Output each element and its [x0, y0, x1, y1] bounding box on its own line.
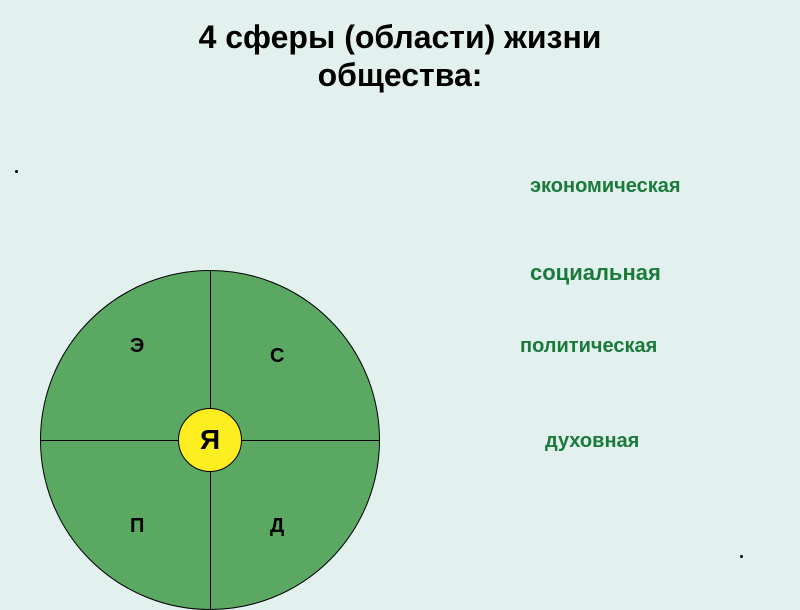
title-line-2: общества: — [0, 56, 800, 94]
title-line-1: 4 сферы (области) жизни — [0, 18, 800, 56]
page-title: 4 сферы (области) жизни общества: — [0, 0, 800, 95]
legend-social: социальная — [530, 260, 661, 286]
legend-spiritual: духовная — [545, 430, 639, 453]
quadrant-top-left: Э — [130, 335, 144, 358]
center-label: Я — [200, 424, 220, 456]
legend-political: политическая — [520, 335, 657, 358]
quadrant-bot-right: Д — [270, 515, 284, 538]
legend-economic: экономическая — [530, 175, 681, 198]
dot-2 — [740, 555, 743, 558]
dot-1 — [15, 170, 18, 173]
quadrant-bot-left: П — [130, 515, 144, 538]
quadrant-top-right: С — [270, 345, 284, 368]
center-circle: Я — [178, 408, 242, 472]
